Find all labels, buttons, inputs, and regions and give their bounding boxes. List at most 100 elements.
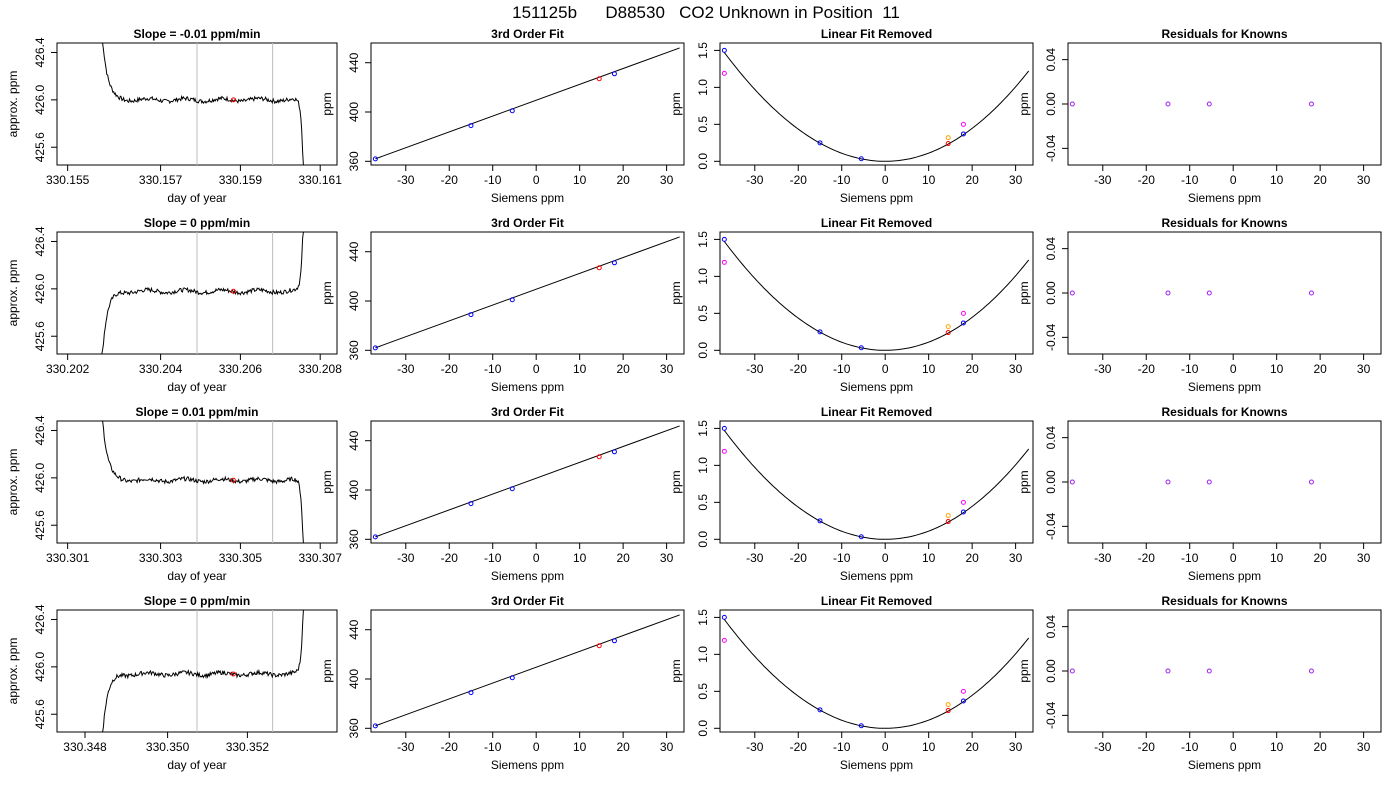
linfit-xtick-label: 30 [1009, 173, 1023, 187]
linfit-xtick-label: -30 [746, 173, 764, 187]
linfit-xtick-label: 20 [965, 551, 979, 565]
linfit-xtick-label: 10 [922, 740, 936, 754]
fit-ylabel: ppm [320, 470, 334, 493]
fit-ylabel: ppm [320, 659, 334, 682]
trace-highlight-point [230, 97, 236, 103]
fit-xtick-label: 10 [573, 173, 587, 187]
fit-xlabel: Siemens ppm [491, 380, 564, 394]
fit-point [468, 501, 474, 507]
resid-ytick-label: -0.04 [1044, 134, 1058, 162]
linfit-ylabel: ppm [669, 470, 683, 493]
trace-title: Slope = 0 ppm/min [144, 594, 250, 608]
linfit-xtick-label: -10 [833, 362, 851, 376]
fit-ytick-label: 440 [347, 52, 361, 72]
resid-point [1165, 290, 1171, 296]
fit-ylabel: ppm [320, 92, 334, 115]
fit-point [611, 71, 617, 77]
trace-line [101, 609, 304, 733]
trace-xlabel: day of year [167, 380, 226, 394]
linfit-xtick-label: 20 [965, 173, 979, 187]
linfit-point [858, 534, 864, 540]
linfit-xtick-label: 0 [882, 173, 889, 187]
fit-point [509, 108, 515, 114]
fit-title: 3rd Order Fit [491, 216, 564, 230]
linfit-point [721, 70, 727, 76]
linfit-point [817, 140, 823, 146]
linfit-xtick-label: -30 [746, 740, 764, 754]
linfit-point [945, 330, 951, 336]
trace-xtick-label: 330.206 [219, 362, 263, 376]
fit-xtick-label: -10 [484, 551, 502, 565]
linfit-panel-3: Linear Fit Removed Siemens ppm ppm -30 -20 -1… [669, 405, 1034, 583]
trace-ytick-label: 425.6 [33, 132, 47, 162]
linfit-point [945, 135, 951, 141]
fit-point [596, 76, 602, 82]
fit-ytick-label: 400 [347, 102, 361, 122]
resid-xtick-label: 30 [1357, 740, 1371, 754]
trace-panel-3: Slope = 0.01 ppm/min day of year approx. p… [6, 405, 342, 583]
linfit-ytick-label: 1.5 [696, 231, 710, 248]
linfit-xtick-label: -20 [790, 173, 808, 187]
fit-xtick-label: -30 [397, 362, 415, 376]
linfit-xtick-label: 20 [965, 740, 979, 754]
linfit-xtick-label: -20 [790, 362, 808, 376]
fit-xlabel: Siemens ppm [491, 758, 564, 772]
resid-point [1308, 479, 1314, 485]
fit-xtick-label: -30 [397, 551, 415, 565]
linfit-point [945, 519, 951, 525]
trace-ytick-label: 425.6 [33, 699, 47, 729]
resid-xtick-label: -20 [1138, 173, 1156, 187]
linfit-point [960, 121, 966, 127]
linfit-point [858, 723, 864, 729]
linfit-xlabel: Siemens ppm [840, 569, 913, 583]
resid-point [1206, 101, 1212, 107]
trace-title: Slope = 0.01 ppm/min [135, 405, 258, 419]
resid-xtick-label: -30 [1094, 173, 1112, 187]
linfit-ylabel: ppm [669, 659, 683, 682]
trace-line [101, 420, 304, 544]
fit-xtick-label: 10 [573, 740, 587, 754]
trace-xtick-label: 330.202 [46, 362, 90, 376]
linfit-ytick-label: 0.0 [696, 531, 710, 548]
linfit-point [721, 47, 727, 53]
fit-panel-2: 3rd Order Fit Siemens ppm ppm -30 -20 -10 0 10 2… [320, 216, 685, 394]
resid-point [1206, 668, 1212, 674]
linfit-xtick-label: 10 [922, 173, 936, 187]
linfit-xtick-label: 30 [1009, 740, 1023, 754]
fit-ytick-label: 440 [347, 241, 361, 261]
resid-xtick-label: 20 [1313, 173, 1327, 187]
resid-xtick-label: 0 [1230, 362, 1237, 376]
fit-panel-4: 3rd Order Fit Siemens ppm ppm -30 -20 -10 0 10 2… [320, 594, 685, 772]
fit-xtick-label: 30 [660, 362, 674, 376]
trace-ytick-label: 426.4 [33, 415, 47, 445]
resid-xtick-label: -20 [1138, 740, 1156, 754]
resid-point [1069, 668, 1075, 674]
fit-point [372, 156, 378, 162]
fit-frame [370, 42, 685, 166]
trace-xtick-label: 330.161 [299, 173, 343, 187]
trace-xtick-label: 330.303 [139, 551, 183, 565]
trace-panel-4: Slope = 0 ppm/min day of year approx. ppm 4… [6, 594, 338, 772]
fit-point [372, 723, 378, 729]
fit-xtick-label: 30 [660, 173, 674, 187]
fit-xtick-label: -20 [441, 551, 459, 565]
fit-xtick-label: 0 [533, 740, 540, 754]
resid-point [1165, 479, 1171, 485]
resid-xtick-label: -10 [1181, 173, 1199, 187]
fit-ytick-label: 360 [347, 718, 361, 738]
linfit-point [960, 320, 966, 326]
trace-ytick-label: 426.0 [33, 652, 47, 682]
linfit-point [960, 310, 966, 316]
linfit-frame [719, 420, 1034, 544]
resid-title: Residuals for Knowns [1161, 27, 1287, 41]
trace-xtick-label: 330.155 [46, 173, 90, 187]
linfit-xtick-label: 0 [882, 740, 889, 754]
resid-xtick-label: 0 [1230, 551, 1237, 565]
linfit-curve [723, 430, 1030, 540]
resid-xlabel: Siemens ppm [1188, 569, 1261, 583]
resid-xtick-label: -10 [1181, 362, 1199, 376]
resid-ytick-label: 0.04 [1044, 615, 1058, 639]
resid-panel-2: Residuals for Knowns Siemens ppm ppm -30 -20… [1017, 216, 1382, 394]
trace-ytick-label: 426.4 [33, 37, 47, 67]
